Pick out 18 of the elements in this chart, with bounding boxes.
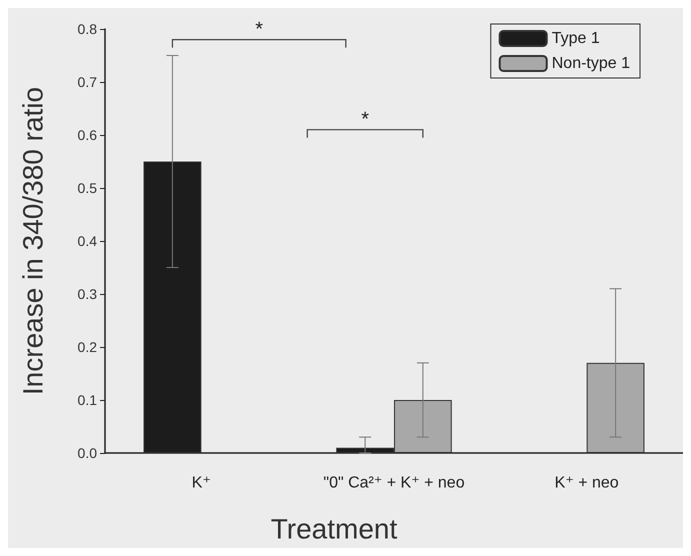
- legend-label: Type 1: [552, 30, 600, 47]
- x-tick-label: K⁺: [192, 474, 211, 492]
- annotation: *: [255, 18, 264, 41]
- x-tick-label: K⁺ + neo: [554, 474, 619, 492]
- y-tick-label: 0.6: [78, 127, 98, 143]
- legend-label: Non-type 1: [552, 55, 630, 72]
- y-tick-label: 0.3: [78, 286, 98, 302]
- y-tick-label: 0.7: [78, 74, 98, 90]
- y-tick-label: 0.0: [78, 445, 98, 461]
- annotation: *: [361, 108, 370, 131]
- y-tick-label: 0.5: [78, 180, 98, 196]
- x-tick-label: "0" Ca²⁺ + K⁺ + neo: [323, 474, 465, 492]
- y-tick-label: 0.2: [78, 339, 98, 355]
- x-axis-title: Treatment: [270, 514, 398, 544]
- y-tick-label: 0.8: [78, 21, 98, 37]
- y-tick-label: 0.4: [78, 233, 98, 249]
- y-axis-title: Increase in 340/380 ratio: [18, 86, 48, 396]
- y-tick-label: 0.1: [78, 392, 98, 408]
